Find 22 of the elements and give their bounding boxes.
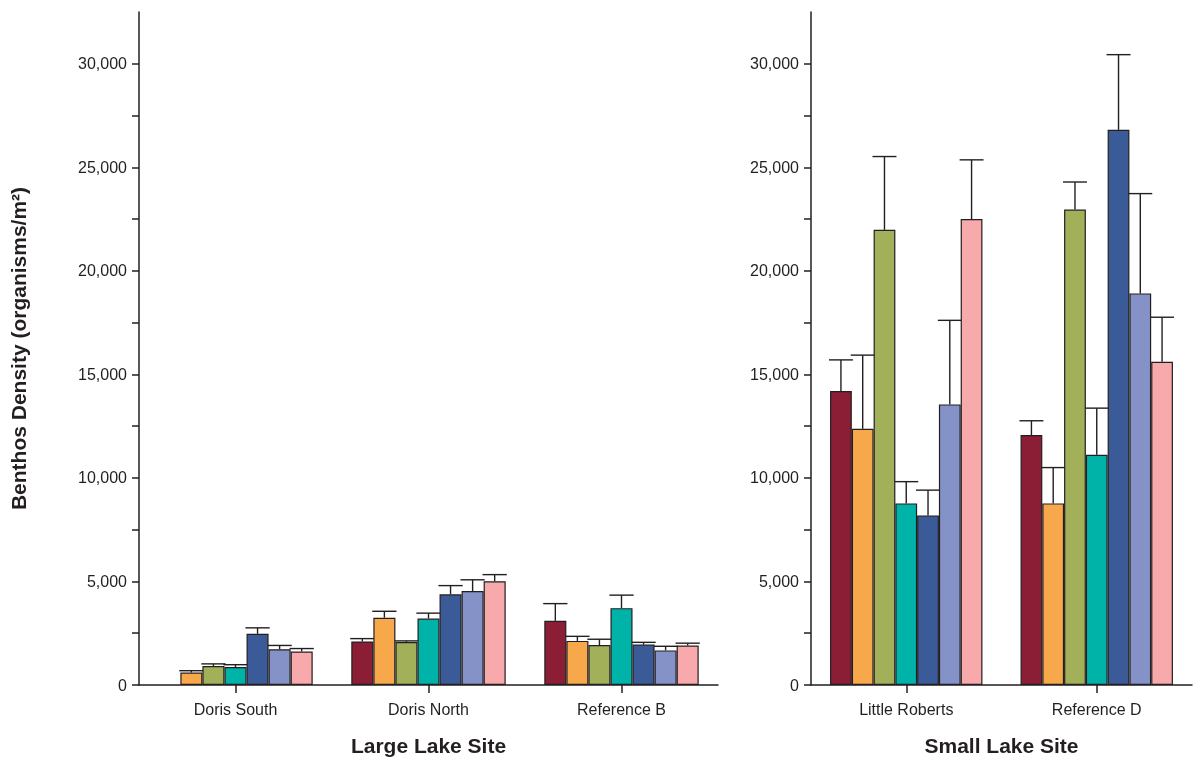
y-tick-label: 0	[118, 676, 128, 694]
y-tick-label: 30,000	[750, 55, 800, 73]
y-axis-title: Benthos Density (organisms/m²)	[7, 186, 30, 511]
x-axis-title: Small Lake Site	[924, 734, 1079, 757]
y-tick-label: 0	[790, 676, 800, 694]
y-tick-label: 10,000	[750, 469, 800, 487]
y-tick-label: 15,000	[750, 365, 800, 383]
y-tick-label: 10,000	[78, 469, 128, 487]
x-tick-label: Doris South	[193, 700, 278, 718]
x-tick-label: Reference D	[1051, 700, 1142, 718]
y-tick-label: 25,000	[750, 158, 800, 176]
y-tick-label: 20,000	[78, 262, 128, 280]
y-tick-label: 5,000	[86, 572, 128, 590]
x-tick-label: Reference B	[577, 700, 666, 718]
y-tick-label: 30,000	[78, 55, 128, 73]
x-tick-label: Little Roberts	[859, 700, 954, 718]
x-tick-label: Doris North	[388, 700, 469, 718]
y-tick-label: 20,000	[750, 262, 800, 280]
y-tick-label: 5,000	[758, 572, 800, 590]
y-tick-label: 15,000	[78, 365, 128, 383]
y-tick-label: 25,000	[78, 158, 128, 176]
x-axis-title: Large Lake Site	[350, 734, 507, 757]
